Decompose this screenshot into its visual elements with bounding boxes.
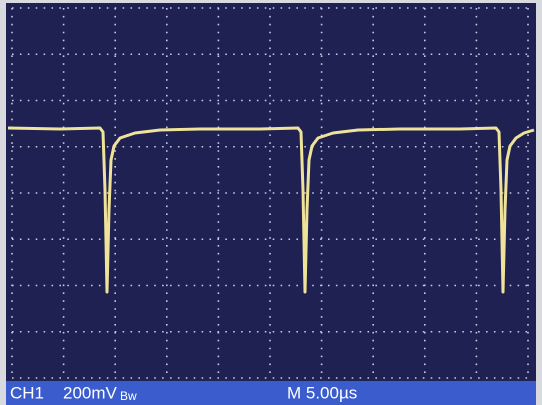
volts-per-div: 200mV bbox=[63, 383, 118, 402]
bandwidth-limit: Bw bbox=[120, 389, 137, 403]
channel-label: CH1 bbox=[10, 383, 44, 402]
page: CH1 200mV Bw M 5.00µs (() => { const dat… bbox=[0, 0, 542, 405]
display bbox=[6, 3, 536, 383]
oscilloscope-screen: CH1 200mV Bw M 5.00µs bbox=[0, 0, 542, 405]
timebase: M 5.00µs bbox=[287, 383, 357, 402]
